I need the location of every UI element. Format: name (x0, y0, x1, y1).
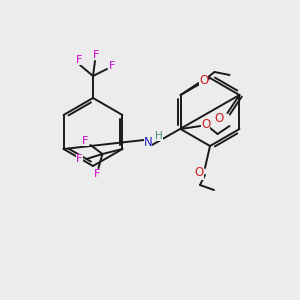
Text: F: F (76, 55, 82, 65)
Text: O: O (199, 74, 208, 88)
Text: H: H (155, 131, 163, 141)
Text: F: F (76, 154, 83, 164)
Text: O: O (194, 167, 204, 179)
Text: F: F (109, 61, 115, 71)
Text: O: O (215, 112, 224, 124)
Text: N: N (144, 136, 152, 149)
Text: O: O (201, 118, 210, 131)
Text: F: F (94, 169, 101, 179)
Text: F: F (82, 136, 88, 146)
Text: F: F (93, 50, 99, 60)
